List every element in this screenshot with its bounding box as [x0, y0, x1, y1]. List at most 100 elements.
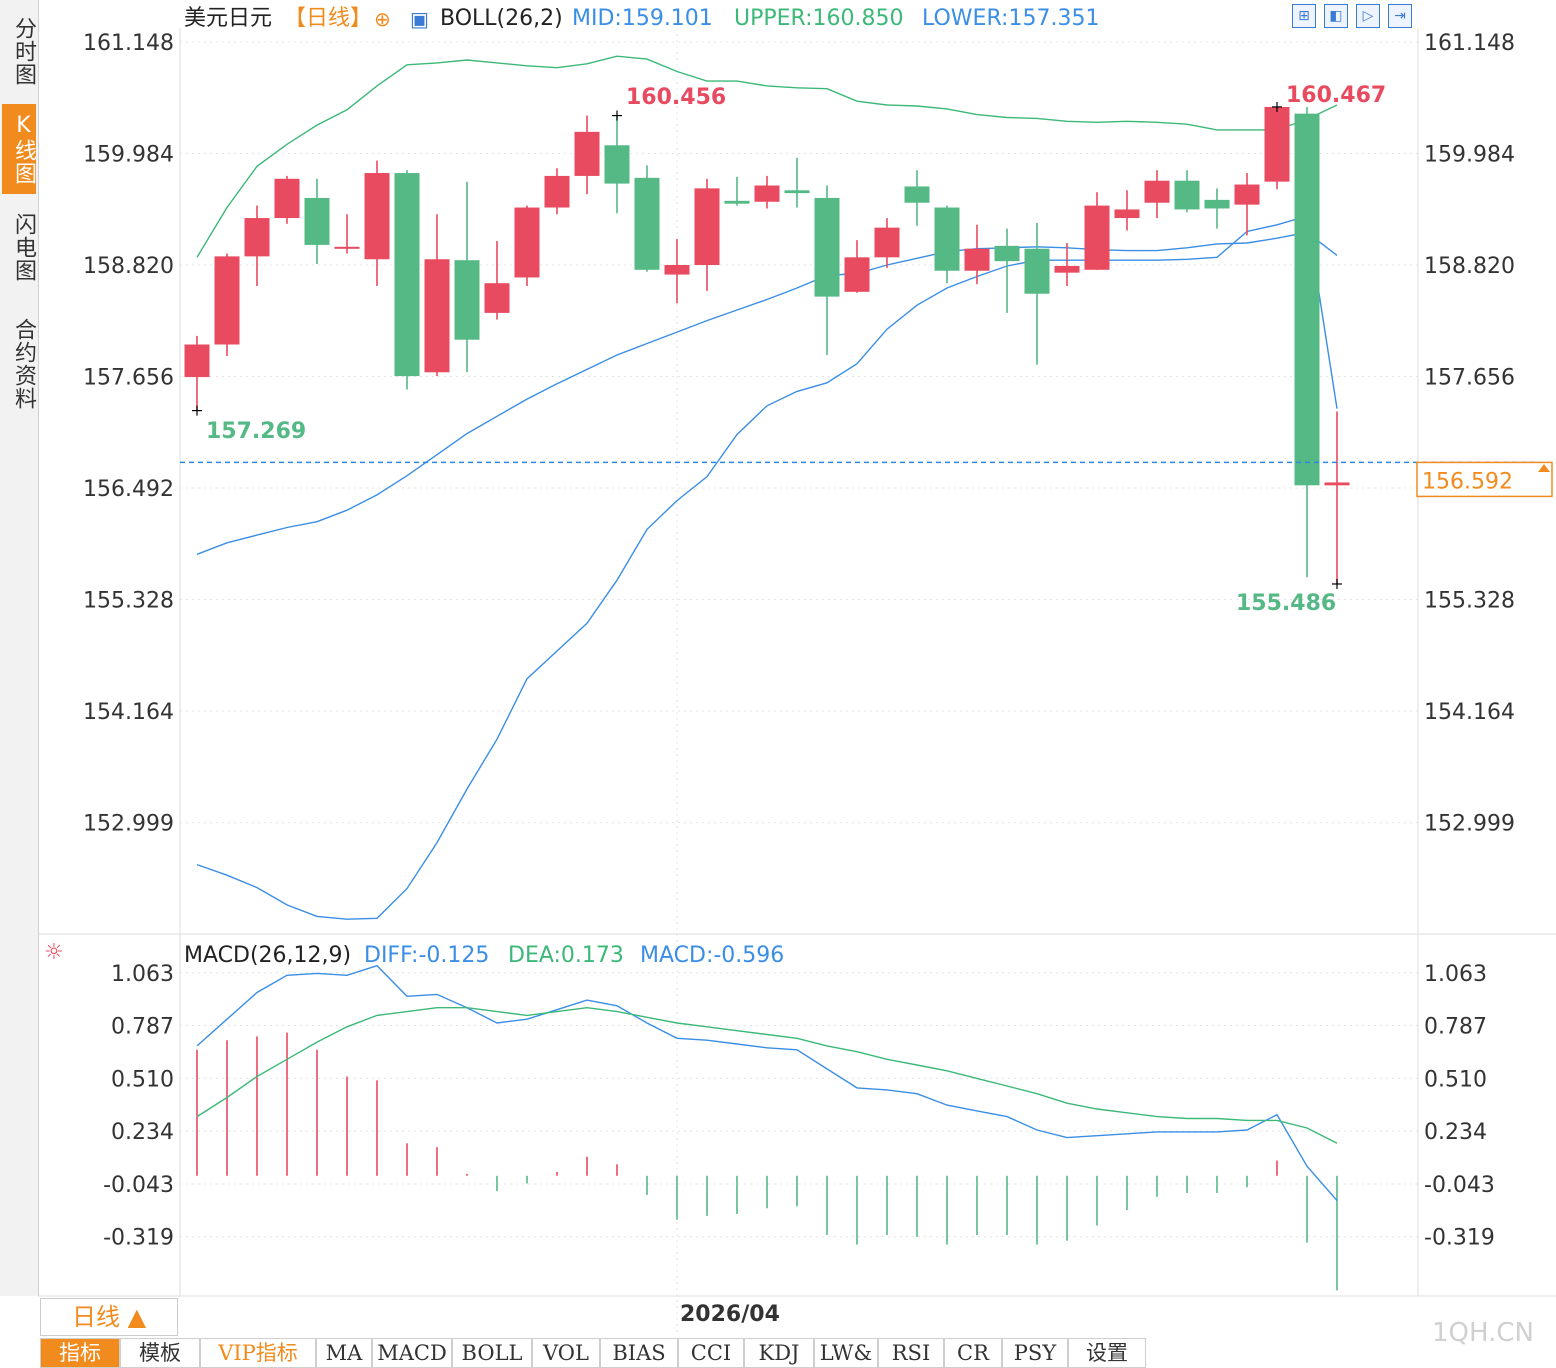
boll-mid-line — [196, 231, 1338, 555]
candle-body — [274, 178, 300, 219]
candle-body — [934, 207, 960, 271]
price-tick-left: 152.999 — [83, 812, 174, 837]
price-tick-left: 155.328 — [83, 589, 174, 614]
tab-psy[interactable]: PSY — [1002, 1338, 1068, 1368]
dea-line — [196, 1006, 1338, 1144]
candle-body — [1234, 184, 1260, 205]
price-tick-left: 159.984 — [83, 143, 174, 168]
candles — [180, 106, 1540, 584]
price-tick-left: 157.656 — [83, 366, 174, 391]
zoom-in-icon[interactable]: ◧ — [1324, 4, 1348, 28]
candle-body — [1024, 248, 1050, 294]
current-price-label: 156.592 — [1422, 469, 1513, 494]
low-label-1: 157.269 — [206, 419, 306, 444]
step-right-icon[interactable]: ▷ — [1356, 4, 1380, 28]
tab-macd[interactable]: MACD — [372, 1338, 452, 1368]
candle-body — [334, 246, 360, 249]
macd-tick-right: 0.510 — [1424, 1067, 1487, 1092]
candle-body — [514, 207, 540, 278]
layout-icon[interactable]: ⊞ — [1292, 4, 1316, 28]
candle-body — [964, 248, 990, 271]
boll-lower: LOWER:157.351 — [922, 6, 1100, 31]
candle-body — [1114, 209, 1140, 219]
price-tick-right: 154.164 — [1424, 700, 1515, 725]
candle-body — [1084, 205, 1110, 270]
tab-indicators[interactable]: 指标 — [40, 1338, 120, 1368]
boll-chart-icon[interactable]: ▣ — [410, 7, 429, 31]
price-tick-left: 161.148 — [83, 31, 174, 56]
boll-upper-line — [196, 55, 1338, 258]
macd-diff: DIFF:-0.125 — [364, 943, 490, 968]
tab-bias[interactable]: BIAS — [600, 1338, 678, 1368]
candle-body — [454, 260, 480, 340]
boll-lines — [196, 55, 1338, 920]
candle-body — [1144, 180, 1170, 203]
tab-cci[interactable]: CCI — [678, 1338, 744, 1368]
macd-name: MACD(26,12,9) — [184, 943, 352, 968]
price-tick-left: 156.492 — [83, 477, 174, 502]
candle-body — [874, 227, 900, 258]
macd-tick-left: -0.043 — [103, 1173, 174, 1198]
macd-tick-right: 0.234 — [1424, 1120, 1487, 1145]
price-tick-right: 161.148 — [1424, 31, 1515, 56]
boll-lower-line — [196, 215, 1338, 920]
price-tick-right: 157.656 — [1424, 366, 1515, 391]
price-tick-left: 154.164 — [83, 700, 174, 725]
tab-flash-chart[interactable]: 闪电图 — [11, 212, 36, 282]
period-button[interactable]: 日线 ▲ — [40, 1298, 178, 1336]
tab-rsi[interactable]: RSI — [878, 1338, 944, 1368]
macd-tick-left: 1.063 — [111, 962, 174, 987]
tab-vip-indicators[interactable]: VIP指标 — [200, 1338, 316, 1368]
candle-body — [814, 197, 840, 297]
high-label-2: 160.467 — [1286, 83, 1386, 108]
candle-body — [484, 283, 510, 313]
date-axis-label: 2026/04 — [680, 1302, 780, 1327]
macd-panel — [196, 964, 1338, 1291]
boll-mid: MID:159.101 — [572, 6, 713, 31]
tab-vol[interactable]: VOL — [532, 1338, 600, 1368]
candle-body — [1324, 482, 1350, 486]
price-tick-right: 159.984 — [1424, 143, 1515, 168]
candle-body — [364, 173, 390, 260]
tab-lw[interactable]: LW& — [814, 1338, 878, 1368]
boll-name: BOLL(26,2) — [440, 6, 563, 31]
candle-body — [1294, 113, 1320, 486]
candle-body — [1174, 180, 1200, 210]
boll-upper: UPPER:160.850 — [734, 6, 904, 31]
settings-target-icon[interactable]: ⊕ — [374, 7, 391, 31]
watermark: 1QH.CN — [1432, 1318, 1534, 1348]
tab-templates[interactable]: 模板 — [120, 1338, 200, 1368]
tab-contract-info[interactable]: 合约资料 — [11, 318, 36, 410]
tab-time-chart[interactable]: 分时图 — [11, 16, 36, 86]
price-arrow-icon — [1538, 464, 1550, 472]
candle-body — [1204, 199, 1230, 209]
tab-cr[interactable]: CR — [944, 1338, 1002, 1368]
diff-line — [196, 964, 1338, 1202]
tab-kline-chart[interactable]: K线图 — [2, 104, 36, 194]
current-price-box — [1416, 461, 1553, 498]
high-label-1: 160.456 — [626, 85, 726, 110]
candle-body — [184, 344, 210, 378]
macd-tick-left: 0.234 — [111, 1120, 174, 1145]
axis-labels: 161.148 161.148 159.984 159.984 158.820 158.8… — [83, 31, 1553, 1251]
macd-value: MACD:-0.596 — [640, 943, 785, 968]
macd-settings-icon[interactable]: ☼ — [44, 940, 64, 965]
candle-body — [724, 200, 750, 204]
candle-body — [244, 218, 270, 257]
tab-kdj[interactable]: KDJ — [744, 1338, 814, 1368]
symbol-title: 美元日元 — [184, 6, 273, 31]
macd-tick-right: 0.787 — [1424, 1015, 1487, 1040]
tab-ma[interactable]: MA — [316, 1338, 372, 1368]
macd-tick-left: 0.510 — [111, 1067, 174, 1092]
macd-tick-right: -0.319 — [1424, 1226, 1495, 1251]
candle-body — [394, 173, 420, 377]
candle-body — [1054, 265, 1080, 273]
macd-tick-right: 1.063 — [1424, 962, 1487, 987]
tab-boll[interactable]: BOLL — [452, 1338, 532, 1368]
candle-body — [1264, 106, 1290, 182]
move-end-icon[interactable]: ⇥ — [1388, 4, 1412, 28]
candle-body — [754, 185, 780, 202]
candle-body — [694, 188, 720, 265]
tab-settings[interactable]: 设置 — [1068, 1338, 1146, 1368]
